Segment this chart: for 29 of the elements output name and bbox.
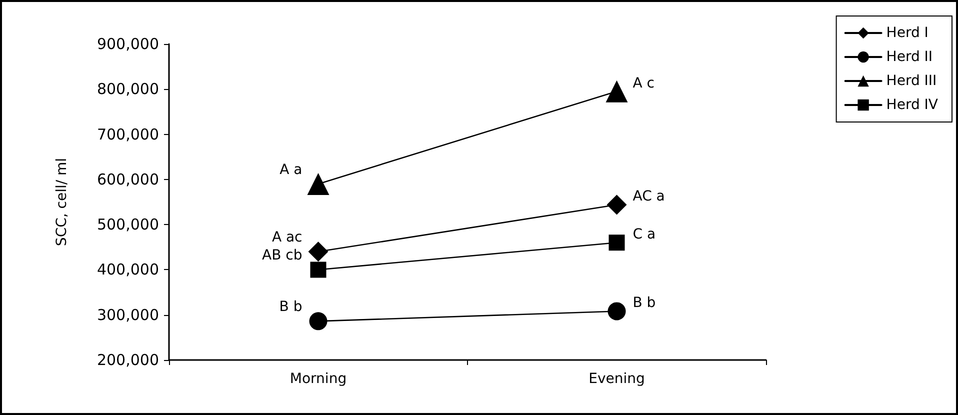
legend-label: Herd II [886, 49, 933, 65]
annotation: C a [632, 226, 656, 243]
y-tick-label: 700,000 [96, 125, 159, 144]
point [608, 302, 626, 320]
point [310, 262, 326, 278]
annotation: AC a [632, 188, 665, 205]
annotation: A c [632, 75, 654, 92]
y-tick-label: 400,000 [96, 260, 159, 279]
y-tick-label: 600,000 [96, 170, 159, 188]
annotation: B b [279, 299, 302, 316]
y-tick-label: 200,000 [96, 351, 159, 369]
x-tick-label: Evening [588, 371, 645, 387]
annotation: A ac [272, 230, 302, 246]
legend-label: Herd III [886, 73, 937, 89]
y-tick-label: 900,000 [96, 35, 159, 53]
annotation: A a [280, 162, 302, 178]
legend-label: Herd I [886, 25, 928, 41]
y-tick-label: 300,000 [96, 306, 159, 324]
point [606, 194, 627, 215]
y-tick-label: 800,000 [96, 80, 159, 98]
point [308, 242, 328, 262]
legend-label: Herd IV [886, 97, 938, 113]
annotation: B b [632, 295, 656, 312]
x-tick-label: Morning [290, 371, 347, 387]
point [309, 312, 328, 330]
point [608, 234, 625, 251]
y-axis-title: SCC, cell/ ml [54, 158, 70, 246]
y-tick-label: 500,000 [96, 216, 159, 234]
annotation: AB cb [262, 248, 302, 264]
